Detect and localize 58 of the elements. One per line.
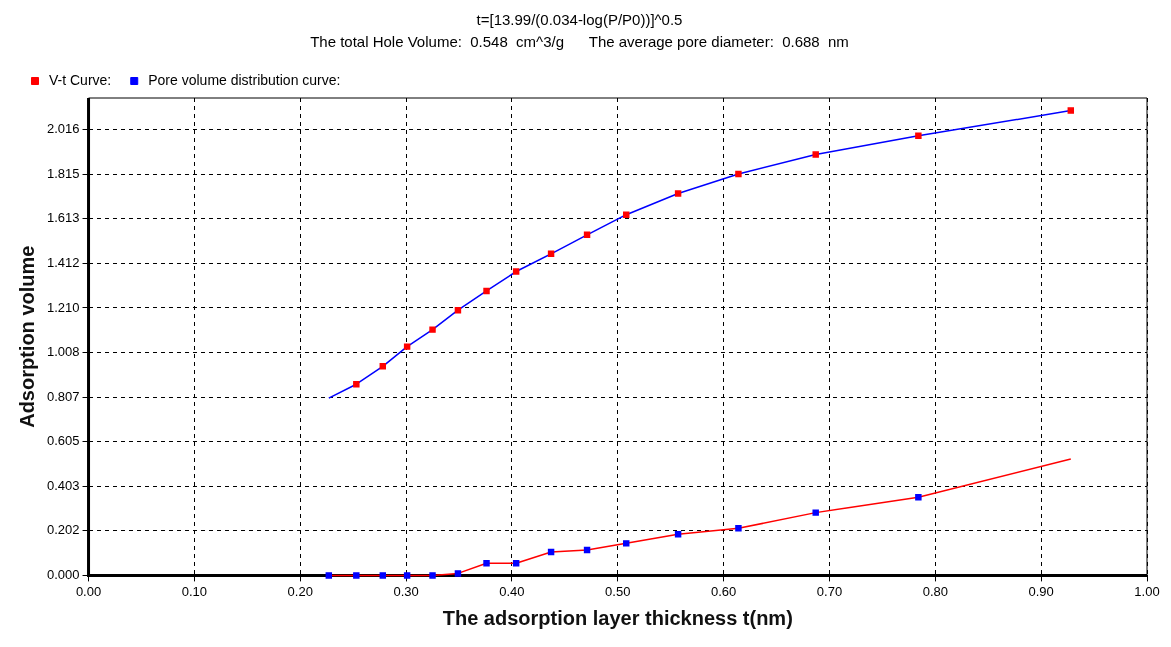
legend-label: V-t Curve: xyxy=(49,71,112,88)
x-axis-title: The adsorption layer thickness t(nm) xyxy=(442,606,793,629)
point xyxy=(353,380,360,388)
point xyxy=(353,572,360,579)
y-tick-label: 1.412 xyxy=(46,254,80,270)
y-tick-label: 1.008 xyxy=(46,344,80,360)
point xyxy=(547,250,555,258)
point xyxy=(583,546,591,554)
point xyxy=(483,287,490,295)
point xyxy=(512,268,520,275)
point xyxy=(812,509,819,516)
chart-title: t=[13.99/(0.034-log(P/P0))]^0.5 xyxy=(476,11,683,29)
x-tick-label: 0.60 xyxy=(710,583,737,599)
y-tick-label: 2.016 xyxy=(46,121,80,137)
x-tick-label: 0.20 xyxy=(287,583,313,599)
point xyxy=(623,211,630,218)
x-tick-label: 0.70 xyxy=(816,583,843,599)
x-tick-label: 0.80 xyxy=(922,583,948,599)
x-tick-label: 1.00 xyxy=(1134,583,1160,599)
point xyxy=(547,548,555,556)
x-tick-label: 0.40 xyxy=(499,583,525,599)
point xyxy=(325,572,333,579)
point xyxy=(403,572,411,579)
y-tick-label: 1.815 xyxy=(46,165,80,181)
y-axis-title: Adsorption volume xyxy=(15,245,38,428)
point xyxy=(623,540,630,547)
point xyxy=(812,151,819,158)
point xyxy=(915,493,922,501)
y-tick-label: 0.807 xyxy=(46,388,80,404)
point xyxy=(583,231,591,239)
x-tick-label: 0.10 xyxy=(181,583,208,599)
point xyxy=(454,570,462,577)
point xyxy=(674,531,682,538)
x-tick-label: 0.50 xyxy=(605,583,631,599)
chart-subtitle: The total Hole Volume: 0.548 cm^3/g The average pore diameter: 0.688 nm xyxy=(310,33,849,51)
point xyxy=(1067,107,1075,114)
y-tick-label: 0.000 xyxy=(46,566,80,582)
point xyxy=(735,525,742,532)
point xyxy=(403,343,411,350)
x-tick-label: 0.90 xyxy=(1028,583,1054,599)
x-tick-label: 0.00 xyxy=(75,583,102,599)
y-tick-label: 1.613 xyxy=(46,210,80,226)
point xyxy=(379,363,387,370)
y-tick-label: 0.202 xyxy=(46,522,80,538)
point xyxy=(429,572,436,579)
point xyxy=(674,190,682,197)
point xyxy=(512,560,520,567)
y-tick-label: 0.403 xyxy=(46,477,80,493)
legend-label: Pore volume distribution curve: xyxy=(148,71,341,88)
point xyxy=(379,572,387,579)
point xyxy=(483,560,490,567)
point xyxy=(915,132,922,140)
point xyxy=(454,306,462,314)
x-tick-label: 0.30 xyxy=(393,583,419,599)
point xyxy=(735,170,742,178)
y-tick-label: 0.605 xyxy=(46,433,80,449)
point xyxy=(429,326,436,333)
y-tick-label: 1.210 xyxy=(46,299,80,315)
